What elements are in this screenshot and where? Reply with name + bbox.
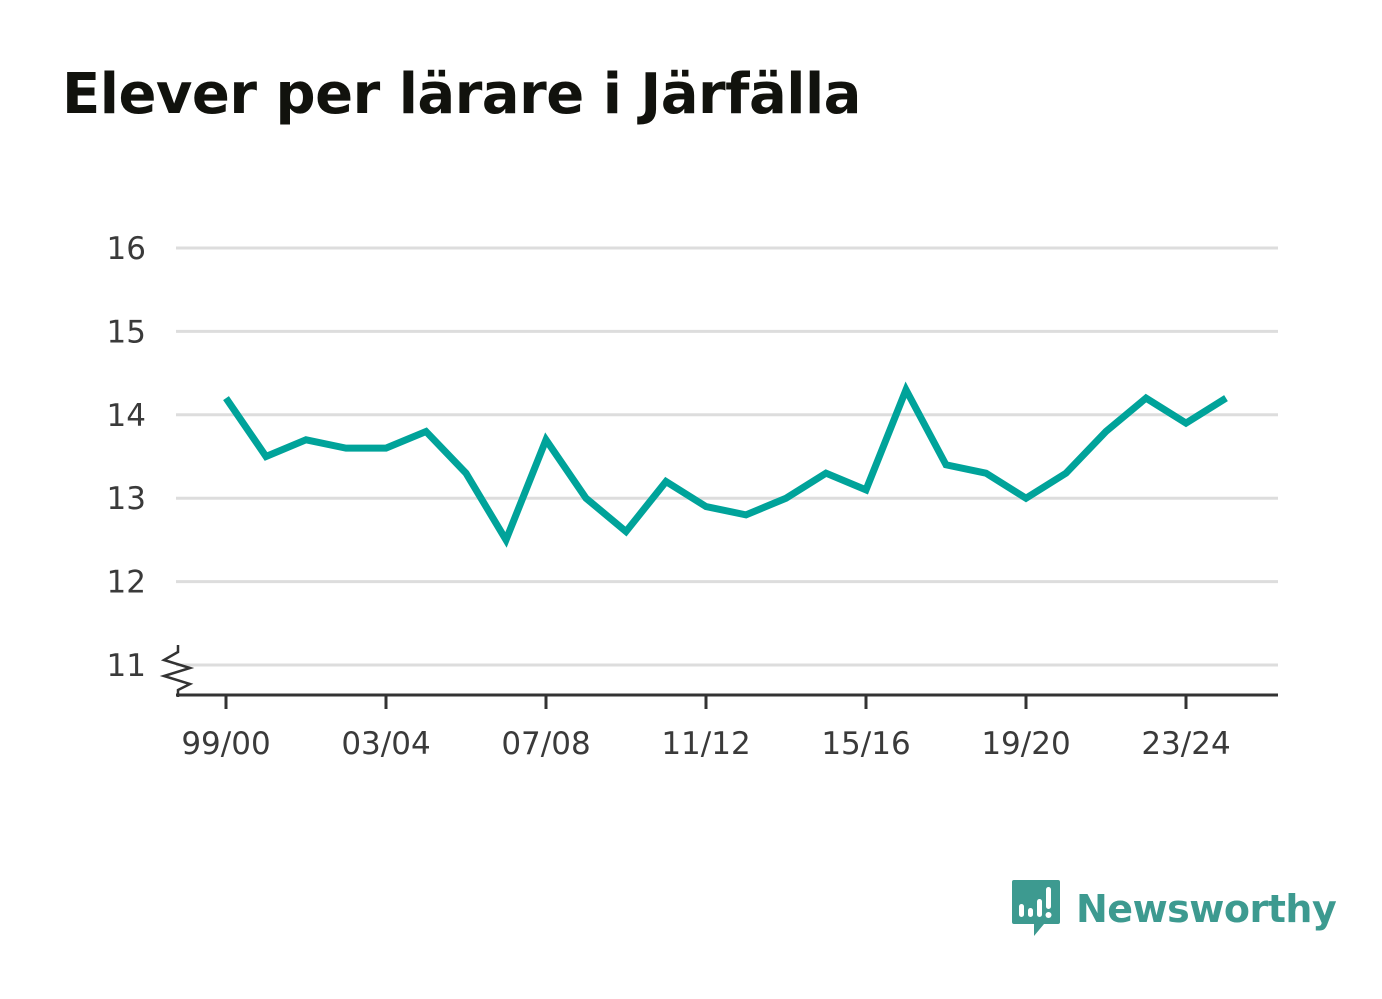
data-point-06/07 [503,537,509,543]
data-point-16/17 [903,387,909,393]
brand-logo: Newsworthy [1010,878,1337,940]
series-layer [223,381,1229,548]
data-point-11/12 [703,504,709,510]
y-tick-label-11: 11 [107,648,146,684]
x-tick-label-07/08: 07/08 [501,726,590,762]
x-tick-label-99/00: 99/00 [181,726,270,762]
data-point-12/13 [743,512,749,518]
chart-title: Elever per lärare i Järfälla [62,62,861,127]
data-point-18/19 [983,470,989,476]
data-point-04/05 [423,428,429,434]
data-point-10/11 [663,479,669,485]
x-tick-label-15/16: 15/16 [821,726,910,762]
data-point-14/15 [823,470,829,476]
data-point-22/23 [1143,395,1149,401]
data-point-99/00 [223,395,229,401]
y-tick-label-15: 15 [107,314,146,350]
data-point-02/03 [343,445,349,451]
y-tick-label-14: 14 [107,398,146,434]
axis-break-icon [159,645,195,697]
data-point-07/08 [543,437,549,443]
y-tick-label-13: 13 [107,481,146,517]
data-point-09/10 [623,529,629,535]
data-point-05/06 [463,470,469,476]
data-point-20/21 [1063,470,1069,476]
y-axis-labels: 11 12 13 14 15 16 [107,231,146,684]
newsworthy-logo-icon [1012,880,1060,936]
x-tick-label-23/24: 23/24 [1141,726,1230,762]
x-tick-label-03/04: 03/04 [341,726,430,762]
data-point-13/14 [783,495,789,501]
x-tick-label-19/20: 19/20 [981,726,1070,762]
gridlines [176,246,1278,667]
data-point-00/01 [263,454,269,460]
data-point-21/22 [1103,428,1109,434]
x-axis [159,645,1278,709]
data-point-01/02 [303,437,309,443]
y-tick-label-16: 16 [107,231,146,267]
brand-name: Newsworthy [1076,887,1337,931]
data-point-23/24 [1183,420,1189,426]
y-tick-label-12: 12 [107,565,146,601]
data-point-15/16 [863,487,869,493]
data-point-19/20 [1023,495,1029,501]
series-line-0 [223,381,1228,548]
x-axis-labels: 99/00 03/04 07/08 11/12 15/16 19/20 23/24 [181,726,1230,762]
data-point-08/09 [583,495,589,501]
data-point-17/18 [943,462,949,468]
data-point-24/25 [1223,395,1229,401]
data-point-03/04 [383,445,389,451]
x-tick-label-11/12: 11/12 [661,726,750,762]
